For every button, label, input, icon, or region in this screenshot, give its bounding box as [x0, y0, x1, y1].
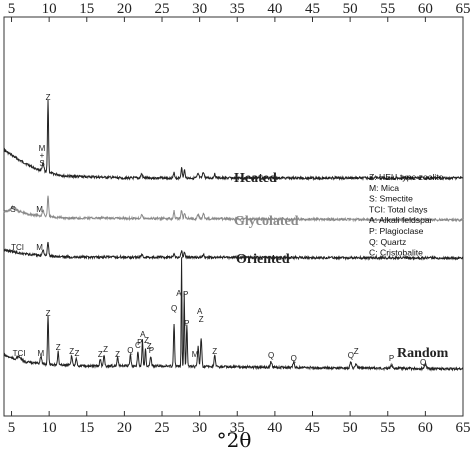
peak-label: Z — [103, 345, 108, 354]
legend-entry: Z: HEU-type zeolite — [369, 172, 444, 182]
plot-frame — [3, 16, 464, 417]
tick-label-bottom: 15 — [79, 420, 94, 436]
peak-label: Q — [171, 304, 177, 313]
peak-label: C — [135, 341, 141, 350]
peak-label: S — [10, 205, 15, 214]
trace-random — [3, 257, 464, 372]
tick-label-bottom: 20 — [117, 420, 132, 436]
peak-label: Z — [199, 315, 204, 324]
legend-entry: C: Cristobalite — [369, 248, 423, 258]
peak-label: Z — [147, 342, 152, 351]
peak-label: M — [36, 243, 43, 252]
peak-label: Z — [75, 349, 80, 358]
peak-label: A — [140, 330, 146, 339]
peak-label: Z — [69, 347, 74, 356]
trace-heated — [3, 100, 464, 182]
tick-label-top: 55 — [380, 1, 395, 17]
peak-label: Z — [115, 350, 120, 359]
peak-label: M — [39, 144, 46, 153]
peak-label: Z — [46, 93, 51, 102]
tick-label-top: 50 — [343, 1, 358, 17]
tick-label-top: 20 — [117, 1, 132, 17]
x-axis-title: °2θ — [217, 428, 252, 452]
peak-label: TCI — [13, 349, 26, 358]
trace-label-heated: Heated — [234, 171, 277, 186]
peak-label: Q — [291, 354, 297, 363]
tick-label-bottom: 25 — [155, 420, 170, 436]
tick-label-bottom: 5 — [8, 420, 16, 436]
tick-label-bottom: 30 — [192, 420, 207, 436]
peak-label: A — [197, 307, 203, 316]
peak-label: Z — [56, 343, 61, 352]
tick-label-top: 30 — [192, 1, 207, 17]
tick-label-bottom: 10 — [42, 420, 57, 436]
peak-label: P — [184, 319, 189, 328]
tick-label-top: 25 — [155, 1, 170, 17]
legend-entry: Q: Quartz — [369, 237, 406, 247]
legend-entry: M: Mica — [369, 183, 399, 193]
trace-glycolated — [3, 195, 464, 223]
tick-label-bottom: 40 — [267, 420, 282, 436]
trace-label-oriented: Oriented — [236, 252, 290, 267]
trace-oriented — [3, 241, 464, 261]
tick-label-bottom: 55 — [380, 420, 395, 436]
tick-label-top: 35 — [230, 1, 245, 17]
tick-label-bottom: 50 — [343, 420, 358, 436]
peak-label: A — [176, 289, 182, 298]
legend-entry: TCI: Total clays — [369, 204, 428, 214]
peak-label: Z — [212, 347, 217, 356]
tick-label-bottom: 45 — [305, 420, 320, 436]
tick-label-top: 60 — [418, 1, 433, 17]
diffraction-traces — [3, 100, 464, 372]
peak-label: S — [39, 159, 44, 168]
peak-label: Z — [46, 309, 51, 318]
trace-label-glycolated: Glycolated — [234, 214, 299, 229]
peak-label: Q — [348, 351, 354, 360]
peak-label: P — [137, 338, 142, 347]
tick-label-top: 65 — [456, 1, 471, 17]
trace-labels: Heated Glycolated Oriented Random — [234, 171, 449, 361]
peak-label: Z — [98, 350, 103, 359]
tick-label-top: 40 — [267, 1, 282, 17]
x-axis: 5510101515202025253030353540404545505055… — [8, 1, 471, 436]
tick-label-top: 45 — [305, 1, 320, 17]
peak-label: M — [38, 349, 45, 358]
peak-label: P — [183, 290, 188, 299]
peak-label: TCI — [11, 243, 24, 252]
legend-entry: P: Plagioclase — [369, 226, 424, 236]
tick-label-bottom: 65 — [456, 420, 471, 436]
peak-label: Q — [420, 358, 426, 367]
tick-label-bottom: 35 — [230, 420, 245, 436]
peak-label: Z — [354, 347, 359, 356]
peak-label: Q — [268, 351, 274, 360]
peak-label: Q — [127, 346, 133, 355]
peak-label: + — [40, 151, 45, 160]
legend-entry: A: Alkali feldspar — [369, 215, 433, 225]
trace-label-random: Random — [397, 346, 449, 361]
legend-entry: S: Smectite — [369, 194, 413, 204]
tick-label-top: 5 — [8, 1, 16, 17]
peak-label: P — [389, 354, 394, 363]
tick-label-top: 10 — [42, 1, 57, 17]
peak-label: M — [192, 350, 199, 359]
peak-label: Z — [144, 336, 149, 345]
tick-label-bottom: 60 — [418, 420, 433, 436]
peak-label: P — [149, 346, 154, 355]
peak-label: M — [36, 205, 43, 214]
tick-label-top: 15 — [79, 1, 94, 17]
